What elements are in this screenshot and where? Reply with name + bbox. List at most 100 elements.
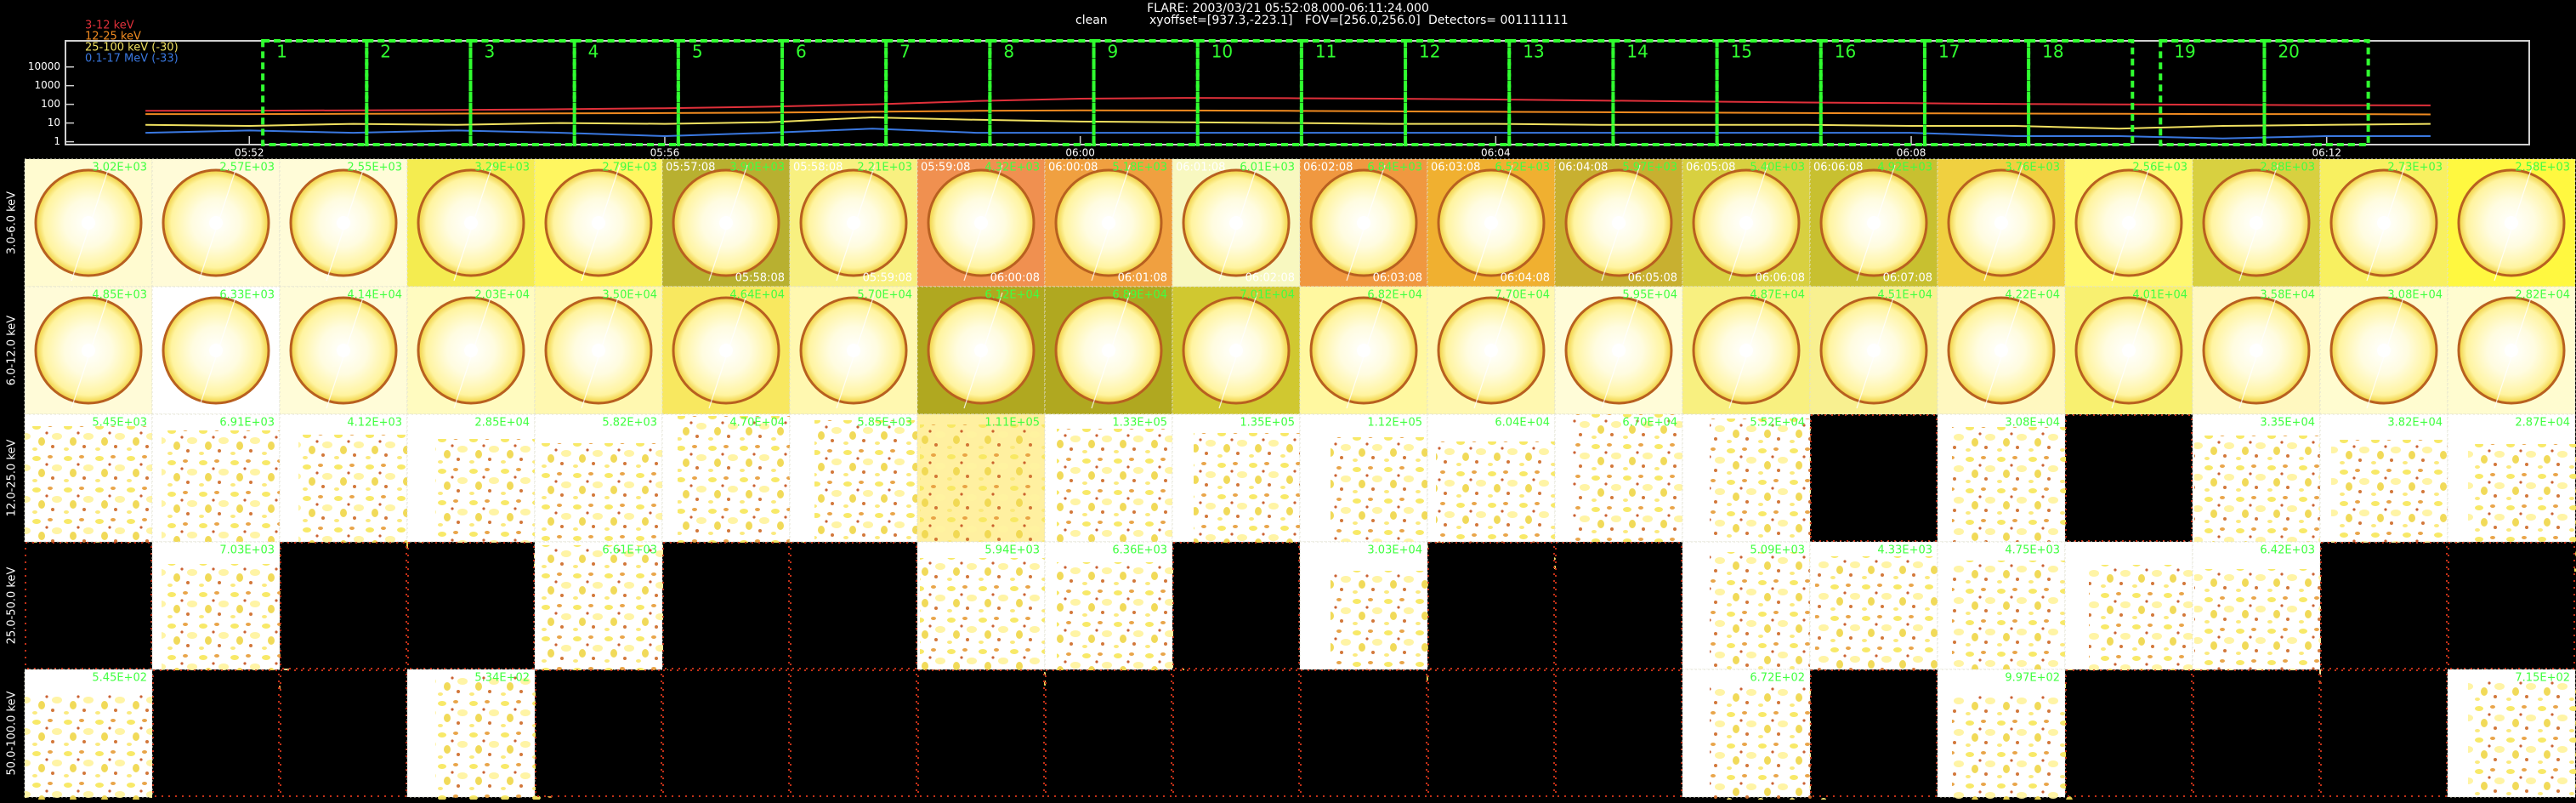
panel-end: 05:58:08: [735, 272, 785, 285]
interval-label: 12: [1419, 42, 1440, 62]
image-panel: 3.35E+04: [2193, 414, 2322, 563]
disk-center: [974, 344, 988, 357]
panel-max: 3.03E+04: [1367, 544, 1422, 557]
panel-max: 2.58E+03: [2515, 162, 2570, 174]
panel-max: 6.04E+04: [1495, 417, 1550, 430]
panel-max: 4.70E+04: [729, 417, 785, 430]
image-panel: 6.91E+03: [152, 414, 289, 558]
image-panel: 6.70E+04: [1555, 414, 1700, 542]
disk-center: [1357, 344, 1370, 357]
image-panel: 2.79E+03: [535, 159, 662, 287]
disk-center: [1867, 344, 1881, 357]
panel-max: 4.32E+03: [984, 162, 1040, 174]
image-panel: 4.01E+04: [2065, 287, 2193, 414]
image-panel: 2.56E+03: [2065, 159, 2193, 287]
panel-max: 2.88E+03: [2260, 162, 2315, 174]
panel-start: 05:57:08: [666, 162, 715, 174]
row-label: 6.0-12.0 keV: [6, 316, 19, 386]
speckle: [162, 430, 289, 558]
info-item: Detectors= 001111111: [1428, 14, 1569, 27]
image-panel: 2.57E+03: [152, 159, 280, 287]
panel-end: 06:03:08: [1373, 272, 1422, 285]
disk-center: [1102, 344, 1115, 357]
disk-center: [1357, 216, 1370, 230]
panel-max: 5.95E+04: [1622, 289, 1677, 302]
panel-max: 3.76E+03: [2005, 162, 2060, 174]
interval-label: 11: [1315, 42, 1336, 62]
panel-max: 5.94E+03: [984, 544, 1040, 557]
image-panel: 3.58E+04: [2193, 287, 2320, 414]
image-panel: [2066, 670, 2192, 796]
panel-start: 06:04:08: [1558, 162, 1608, 174]
panel-max: 2.03E+04: [474, 289, 530, 302]
panel-max: 5.70E+04: [857, 289, 912, 302]
interval-label: 10: [1211, 42, 1233, 62]
panel-max: 3.08E+04: [2005, 417, 2060, 430]
panel-max: 3.08E+04: [2387, 289, 2443, 302]
panel-max: 4.64E+04: [729, 289, 785, 302]
panel-max: 2.56E+03: [2132, 162, 2187, 174]
speckle: [25, 426, 152, 554]
disk-center: [719, 344, 733, 357]
interval-label: 9: [1108, 42, 1119, 62]
panel-start: 06:01:08: [1176, 162, 1225, 174]
image-panel: 7.03E+03: [152, 542, 289, 692]
image-panel: 4.51E+04: [1810, 287, 1938, 414]
interval-label: 6: [796, 42, 807, 62]
y-tick-label: 10000: [28, 60, 60, 72]
image-panel: 6.36E+03: [1045, 542, 1184, 690]
x-tick-label: 05:52: [235, 147, 264, 159]
panel-max: 2.85E+04: [474, 417, 530, 430]
image-panel: [2321, 543, 2447, 669]
x-tick-label: 05:56: [650, 147, 680, 159]
panel-max: 5.09E+03: [1750, 544, 1805, 557]
image-panel: 4.75E+03: [1938, 542, 2080, 688]
interval-label: 3: [484, 42, 495, 62]
panel-max: 6.36E+03: [1112, 544, 1167, 557]
interval-label: 15: [1731, 42, 1752, 62]
disk-center: [974, 216, 988, 230]
panel-max: 5.45E+02: [92, 672, 147, 685]
disk-center: [1612, 216, 1626, 230]
panel-max: 6.82E+04: [1367, 289, 1422, 302]
image-panel: 7.01E+04: [1172, 287, 1300, 414]
image-panel: 5.45E+02: [25, 669, 152, 800]
panel-max: 1.35E+05: [1240, 417, 1295, 430]
panel-max: 4.22E+04: [2005, 289, 2060, 302]
empty-panel: [2321, 670, 2447, 796]
panel-max: 2.73E+03: [2387, 162, 2443, 174]
panel-end: 06:00:08: [990, 272, 1040, 285]
interval-label: 14: [1626, 42, 1648, 62]
disk-center: [847, 216, 860, 230]
panel-max: 7.15E+02: [2515, 672, 2570, 685]
interval-label: 17: [1938, 42, 1960, 62]
empty-panel: [1556, 543, 1682, 669]
panel-max: 4.85E+03: [92, 289, 147, 302]
empty-panel: [536, 670, 661, 796]
image-panel: [791, 543, 916, 669]
image-panel: [153, 670, 279, 796]
image-panel: [1556, 543, 1682, 669]
image-panel: 6.82E+04: [1300, 287, 1427, 414]
disk-center: [82, 344, 95, 357]
image-panel: [1173, 543, 1299, 669]
image-panel: 2.88E+03: [2193, 159, 2320, 287]
panel-max: 6.12E+04: [984, 289, 1040, 302]
series-line: [145, 111, 2431, 115]
image-panel: [2066, 415, 2192, 541]
image-panel: 2.73E+03: [2320, 159, 2448, 287]
image-panel: 6.33E+03: [152, 287, 280, 414]
panel-max: 5.18E+03: [1112, 162, 1167, 174]
image-panel: [1173, 670, 1299, 796]
image-panel: 3.29E+03: [407, 159, 535, 287]
image-panel: 3.02E+03: [25, 159, 152, 287]
interval-label: 18: [2042, 42, 2063, 62]
panel-max: 1.33E+05: [1112, 417, 1167, 430]
image-panel: 6.89E+04: [1045, 287, 1172, 414]
panel-start: 06:05:08: [1686, 162, 1735, 174]
panel-max: 3.58E+04: [2260, 289, 2315, 302]
disk-center: [2250, 344, 2263, 357]
